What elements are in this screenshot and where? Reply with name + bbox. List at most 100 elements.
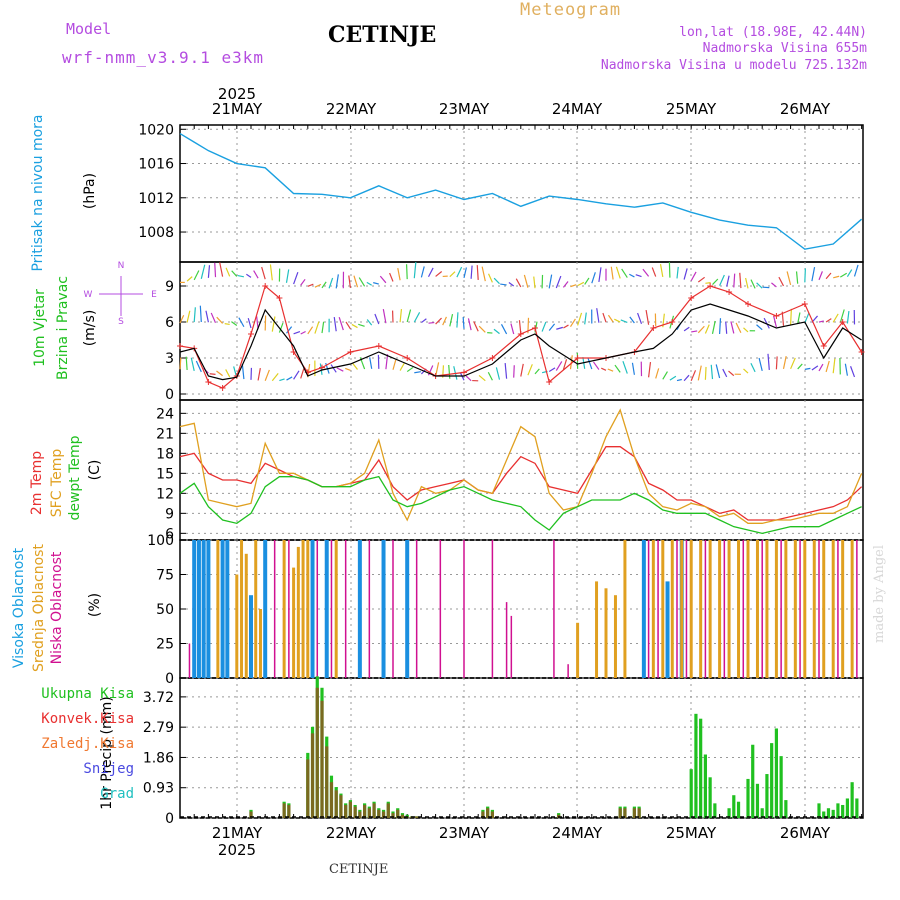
- wind-arrow: [224, 323, 230, 326]
- gust-marker: [404, 355, 411, 361]
- wind-arrow: [562, 359, 568, 370]
- wind-arrow: [345, 321, 351, 330]
- wind-arrow: [697, 365, 702, 381]
- meteogram-title: Meteogram: [520, 0, 622, 20]
- wind-arrow: [205, 310, 209, 323]
- precip-total-bar: [732, 795, 736, 818]
- cloud-high-bar: [220, 540, 225, 678]
- gust-marker: [669, 319, 676, 325]
- gust-marker: [461, 369, 467, 376]
- temp-tick-label: 12: [156, 486, 174, 502]
- temp-tick-label: 21: [156, 426, 174, 442]
- day-label-bottom: 23MAY: [439, 824, 490, 842]
- precip-conv-bar: [377, 809, 381, 818]
- wind-arrow: [285, 269, 290, 283]
- wind-arrow: [366, 281, 373, 286]
- cloud-tick-label: 75: [156, 568, 174, 584]
- cloud-low-bar: [344, 540, 347, 678]
- precip-total-bar: [784, 800, 788, 818]
- precip-conv-bar: [396, 809, 400, 818]
- wind-arrow: [804, 367, 811, 370]
- cloud-mid-bar: [755, 540, 759, 678]
- cloud-mid-bar: [841, 540, 845, 678]
- cloud-mid-bar: [746, 540, 750, 678]
- wind-arrow: [300, 330, 306, 335]
- precip-total-bar: [774, 728, 778, 818]
- pressure-tick-label: 1012: [138, 191, 174, 207]
- wind-arrow: [763, 317, 770, 329]
- day-label-bottom: 22MAY: [326, 824, 377, 842]
- cloud-mid-bar: [718, 540, 722, 678]
- cloud-high-bar: [225, 540, 230, 678]
- cloud-low-bar: [505, 602, 508, 678]
- precip-conv-bar: [486, 808, 490, 818]
- wind-arrow: [844, 363, 848, 376]
- cloud-low-bar: [439, 540, 442, 678]
- wind-arrow: [216, 316, 224, 324]
- precip-conv-bar: [320, 700, 324, 818]
- cloud-high-bar: [192, 540, 197, 678]
- wind-arrow: [750, 363, 756, 373]
- wind-arrow: [804, 312, 810, 324]
- precip-total-bar: [779, 756, 783, 818]
- gust-marker: [517, 331, 524, 337]
- wind-arrow: [358, 323, 365, 327]
- wind-arrow: [676, 266, 679, 279]
- day-label-bottom: 26MAY: [780, 824, 831, 842]
- wind-arrow: [541, 321, 547, 332]
- cloud-mid-bar: [254, 540, 258, 678]
- wind-arrow: [358, 277, 366, 287]
- wind-arrow: [321, 281, 327, 289]
- gust-marker: [347, 349, 354, 355]
- wind-arrow: [577, 312, 583, 326]
- wind-arrow: [442, 316, 447, 326]
- wind-arrow: [351, 362, 358, 370]
- cloud-low-bar: [553, 540, 555, 678]
- wind-arrow: [420, 266, 425, 278]
- wind-arrow: [405, 264, 408, 280]
- wind-arrow: [662, 371, 668, 380]
- wind-arrow: [478, 325, 486, 333]
- wind-arrow: [399, 309, 403, 323]
- wind-arrow: [293, 370, 300, 380]
- wind-arrow: [563, 324, 569, 329]
- temp-sfc-line: [179, 408, 863, 524]
- wind-arrow: [659, 264, 664, 278]
- cloud-low-bar: [723, 540, 726, 678]
- wind-arrow: [269, 264, 273, 281]
- precip-conv-bar: [315, 687, 319, 818]
- cloud-mid-bar: [793, 540, 797, 678]
- wind-arrow: [495, 367, 501, 380]
- precip-total-bar: [836, 803, 840, 818]
- pressure-tick-label: 1020: [138, 122, 174, 138]
- wind-arrow: [773, 315, 777, 328]
- precip-conv-bar: [358, 811, 362, 818]
- wind-arrow: [548, 274, 553, 289]
- precip-total-bar: [855, 798, 859, 818]
- wind-arrow: [374, 313, 380, 325]
- day-label-bottom: 24MAY: [552, 824, 603, 842]
- wind-arrow: [435, 362, 440, 377]
- wind-arrow: [570, 284, 577, 288]
- wind-arrow: [569, 355, 573, 370]
- wind-arrow: [209, 373, 216, 375]
- wind-arrow: [465, 375, 472, 382]
- wind-arrow: [335, 274, 339, 289]
- wind-arrow: [853, 264, 859, 277]
- precip-conv-bar: [386, 803, 390, 818]
- wind-arrow: [448, 364, 451, 379]
- wind-arrow: [584, 312, 587, 325]
- wind-arrow: [655, 368, 660, 379]
- wind-arrow: [631, 362, 635, 375]
- wind-arrow: [833, 275, 840, 279]
- wind-arrow: [199, 305, 202, 323]
- wind-arrow: [533, 276, 536, 289]
- wind-arrow: [601, 367, 607, 371]
- wind-arrow: [293, 272, 299, 285]
- wind-arrow: [846, 269, 853, 277]
- wind-arrow: [428, 321, 435, 324]
- cloud-mid-bar: [812, 540, 816, 678]
- wind-arrow: [719, 274, 725, 286]
- wind-arrow: [832, 313, 839, 323]
- cloud-mid-bar: [306, 540, 310, 678]
